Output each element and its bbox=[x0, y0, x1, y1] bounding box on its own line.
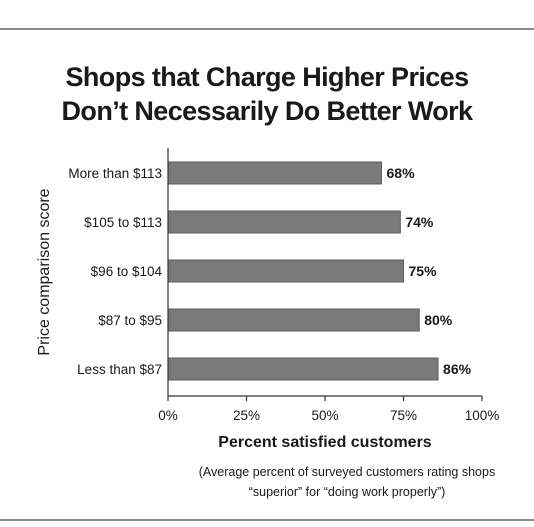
bar bbox=[167, 308, 420, 332]
x-tick-label: 75% bbox=[390, 408, 417, 423]
bottom-rule bbox=[0, 519, 534, 521]
bars-group bbox=[167, 161, 439, 381]
category-label: More than $113 bbox=[68, 166, 162, 181]
category-label: $96 to $104 bbox=[91, 264, 163, 279]
chart-title: Shops that Charge Higher Prices Don’t Nec… bbox=[0, 60, 534, 128]
top-rule bbox=[0, 28, 534, 30]
chart-note: (Average percent of surveyed customers r… bbox=[198, 465, 496, 499]
bar-value-label: 80% bbox=[424, 312, 453, 328]
bar-value-label: 74% bbox=[405, 214, 434, 230]
x-ticks-group: 0% 25% 50% 75% 100% bbox=[158, 396, 499, 423]
bar-value-label: 68% bbox=[387, 165, 416, 181]
category-labels-group: More than $113 $105 to $113 $96 to $104 $87… bbox=[68, 166, 162, 377]
x-tick-label: 50% bbox=[311, 408, 338, 423]
x-axis-label: Percent satisfied customers bbox=[218, 434, 432, 451]
bar bbox=[167, 210, 401, 234]
bar bbox=[167, 357, 439, 381]
x-tick-label: 0% bbox=[158, 408, 178, 423]
category-label: $105 to $113 bbox=[84, 215, 162, 230]
x-tick-label: 100% bbox=[465, 408, 500, 423]
x-tick-label: 25% bbox=[233, 408, 260, 423]
bar-value-label: 75% bbox=[409, 263, 438, 279]
bar-value-label: 86% bbox=[443, 361, 472, 377]
category-label: Less than $87 bbox=[77, 362, 162, 377]
category-label: $87 to $95 bbox=[98, 313, 162, 328]
chart-title-line-1: Shops that Charge Higher Prices bbox=[65, 62, 470, 92]
bar bbox=[167, 161, 383, 185]
value-labels-group: 68% 74% 75% 80% 86% bbox=[387, 165, 472, 377]
bar bbox=[167, 259, 404, 283]
chart-title-line-2: Don’t Necessarily Do Better Work bbox=[61, 96, 474, 126]
